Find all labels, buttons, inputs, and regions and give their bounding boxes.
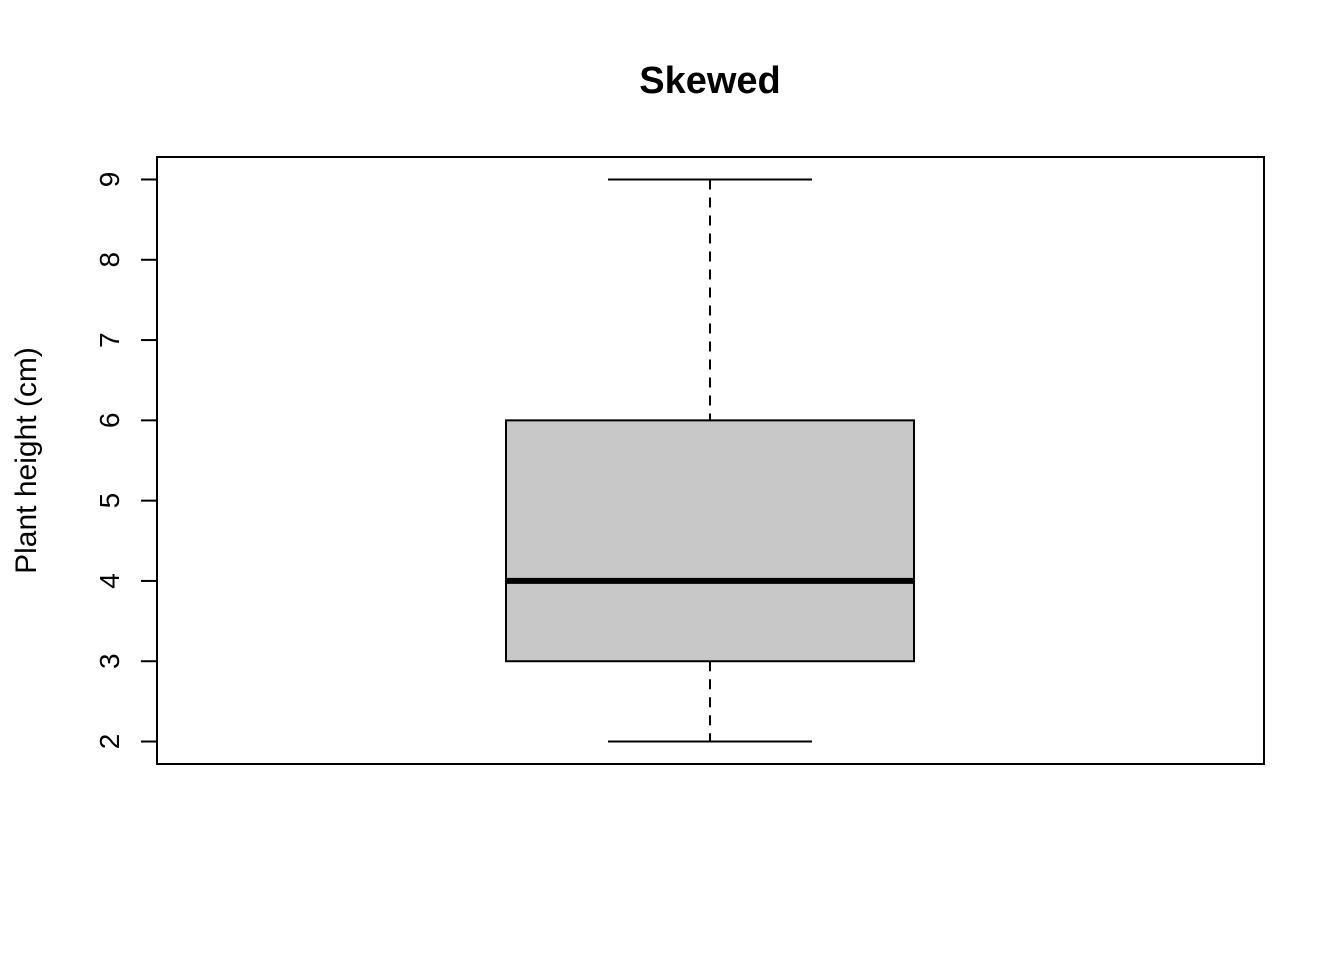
y-tick-label: 2 — [94, 734, 125, 750]
y-tick-label: 5 — [94, 493, 125, 509]
plot-frame — [156, 156, 1265, 765]
y-tick-label: 3 — [94, 653, 125, 669]
box-group — [505, 178, 915, 743]
iqr-box — [505, 419, 915, 663]
y-tick-label: 7 — [94, 332, 125, 348]
y-tick-label: 6 — [94, 413, 125, 429]
y-axis: 2 3 4 5 6 7 8 9 — [94, 172, 157, 750]
chart-title: Skewed — [639, 60, 781, 102]
y-tick-label: 9 — [94, 172, 125, 188]
y-tick-label: 4 — [94, 573, 125, 589]
y-axis-label: Plant height (cm) — [10, 347, 43, 574]
y-tick-label: 8 — [94, 252, 125, 268]
